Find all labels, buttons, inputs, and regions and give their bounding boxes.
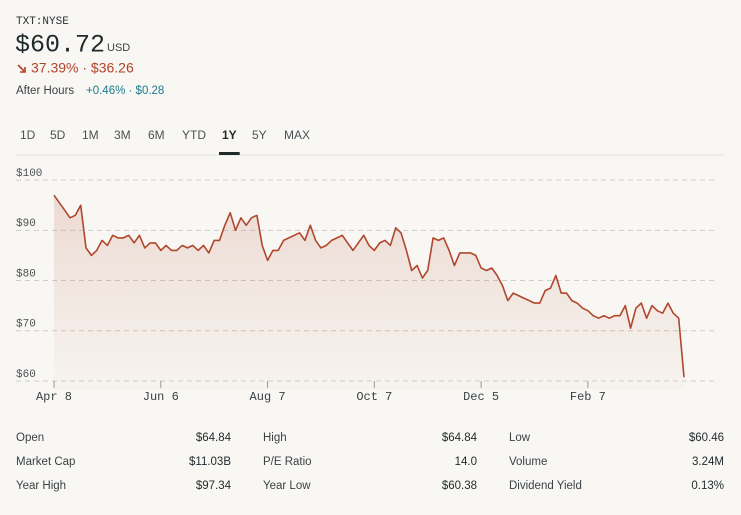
time-range-tab[interactable]: MAX	[284, 128, 310, 142]
stat-value: $64.84	[442, 432, 478, 444]
stat-value: 14.0	[455, 456, 477, 468]
stat-value: $97.34	[196, 480, 232, 492]
stat-value: 0.13%	[691, 480, 724, 492]
time-range-tab[interactable]: 6M	[148, 128, 165, 142]
time-range-tab[interactable]: 5D	[50, 128, 66, 142]
stat-value: $64.84	[196, 432, 232, 444]
x-tick-label: Jun 6	[143, 390, 179, 404]
time-range-tab[interactable]: 1M	[82, 128, 99, 142]
stat-value: $60.38	[442, 480, 477, 492]
x-tick-label: Apr 8	[36, 390, 72, 404]
y-tick-label: $70	[16, 319, 36, 331]
ticker: TXT:NYSE	[16, 16, 69, 28]
time-range-tab[interactable]: 3M	[114, 128, 131, 142]
area-fill	[54, 195, 684, 390]
stat-value: $11.03B	[189, 456, 231, 468]
stat-label: Market Cap	[16, 456, 75, 468]
y-tick-label: $80	[16, 268, 36, 280]
stat-label: Year Low	[263, 480, 311, 492]
price-change: 37.39% · $36.26	[31, 60, 134, 76]
time-range-tab[interactable]: 1Y	[222, 128, 237, 142]
price: $60.72	[15, 31, 105, 60]
stat-label: Low	[509, 432, 531, 444]
active-tab-underline	[219, 152, 240, 155]
stat-value: $60.46	[689, 432, 724, 444]
after-hours-label: After Hours	[16, 85, 74, 97]
x-tick-label: Dec 5	[463, 390, 499, 404]
after-hours-change: +0.46% · $0.28	[86, 85, 164, 97]
time-range-tab[interactable]: 1D	[20, 128, 36, 142]
stat-label: P/E Ratio	[263, 456, 312, 468]
stat-label: Year High	[16, 480, 66, 492]
time-range-tab[interactable]: 5Y	[252, 128, 267, 142]
y-tick-label: $90	[16, 218, 36, 230]
stat-label: Volume	[509, 456, 547, 468]
y-tick-label: $60	[16, 369, 36, 381]
stat-value: 3.24M	[692, 456, 724, 468]
currency: USD	[107, 42, 130, 54]
stat-label: High	[263, 432, 287, 444]
x-tick-label: Feb 7	[570, 390, 606, 404]
x-tick-label: Aug 7	[250, 390, 286, 404]
x-tick-label: Oct 7	[356, 390, 392, 404]
stat-label: Open	[16, 432, 44, 444]
y-tick-label: $100	[16, 168, 42, 180]
down-arrow-icon	[17, 64, 26, 73]
price-line	[53, 194, 685, 378]
stat-label: Dividend Yield	[509, 480, 582, 492]
time-range-tab[interactable]: YTD	[182, 128, 206, 142]
